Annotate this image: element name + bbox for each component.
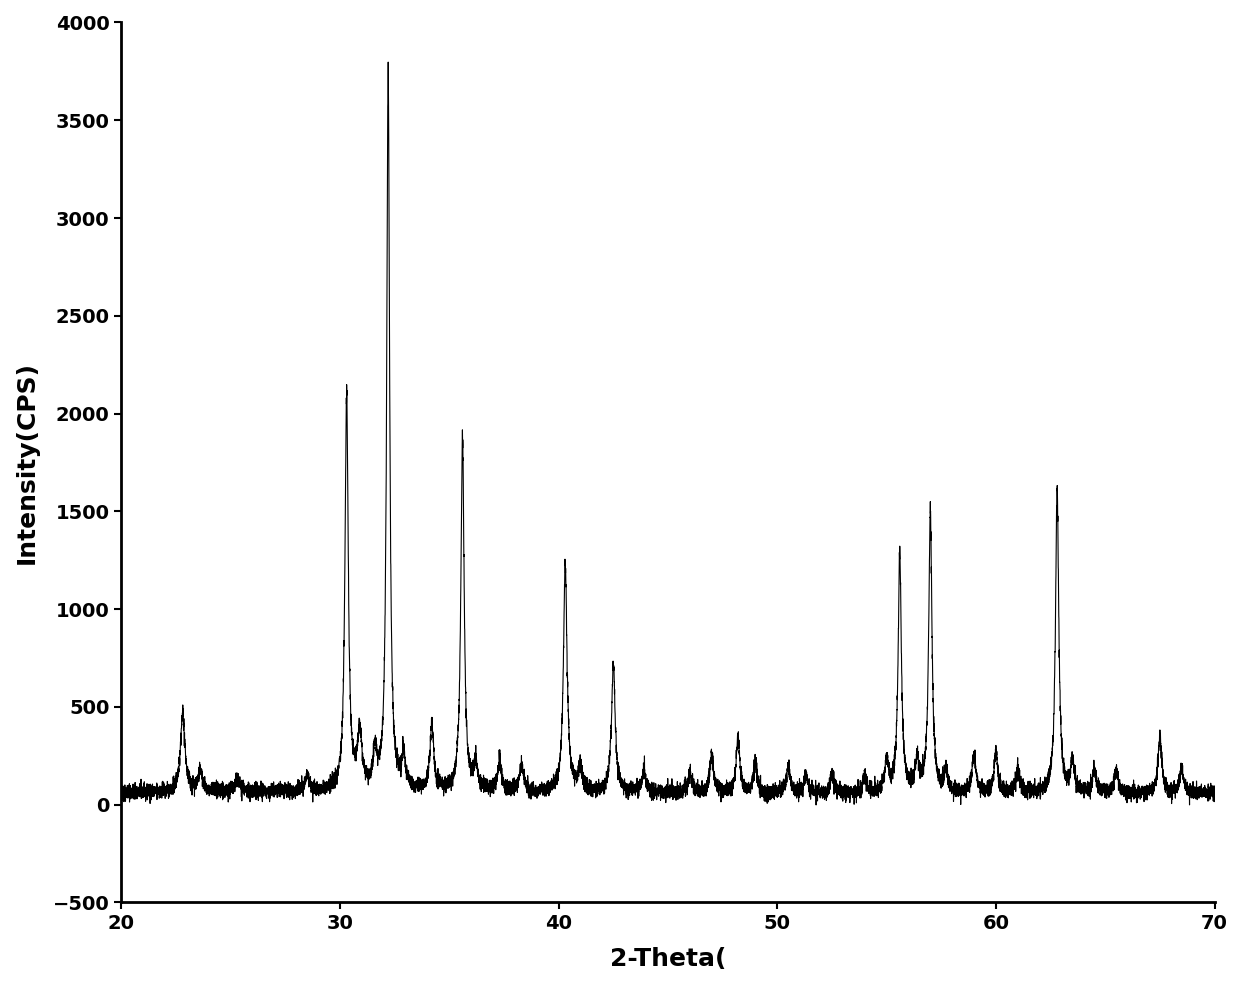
Y-axis label: Intensity(CPS): Intensity(CPS) [15, 361, 39, 564]
X-axis label: 2-Theta(: 2-Theta( [610, 947, 726, 971]
